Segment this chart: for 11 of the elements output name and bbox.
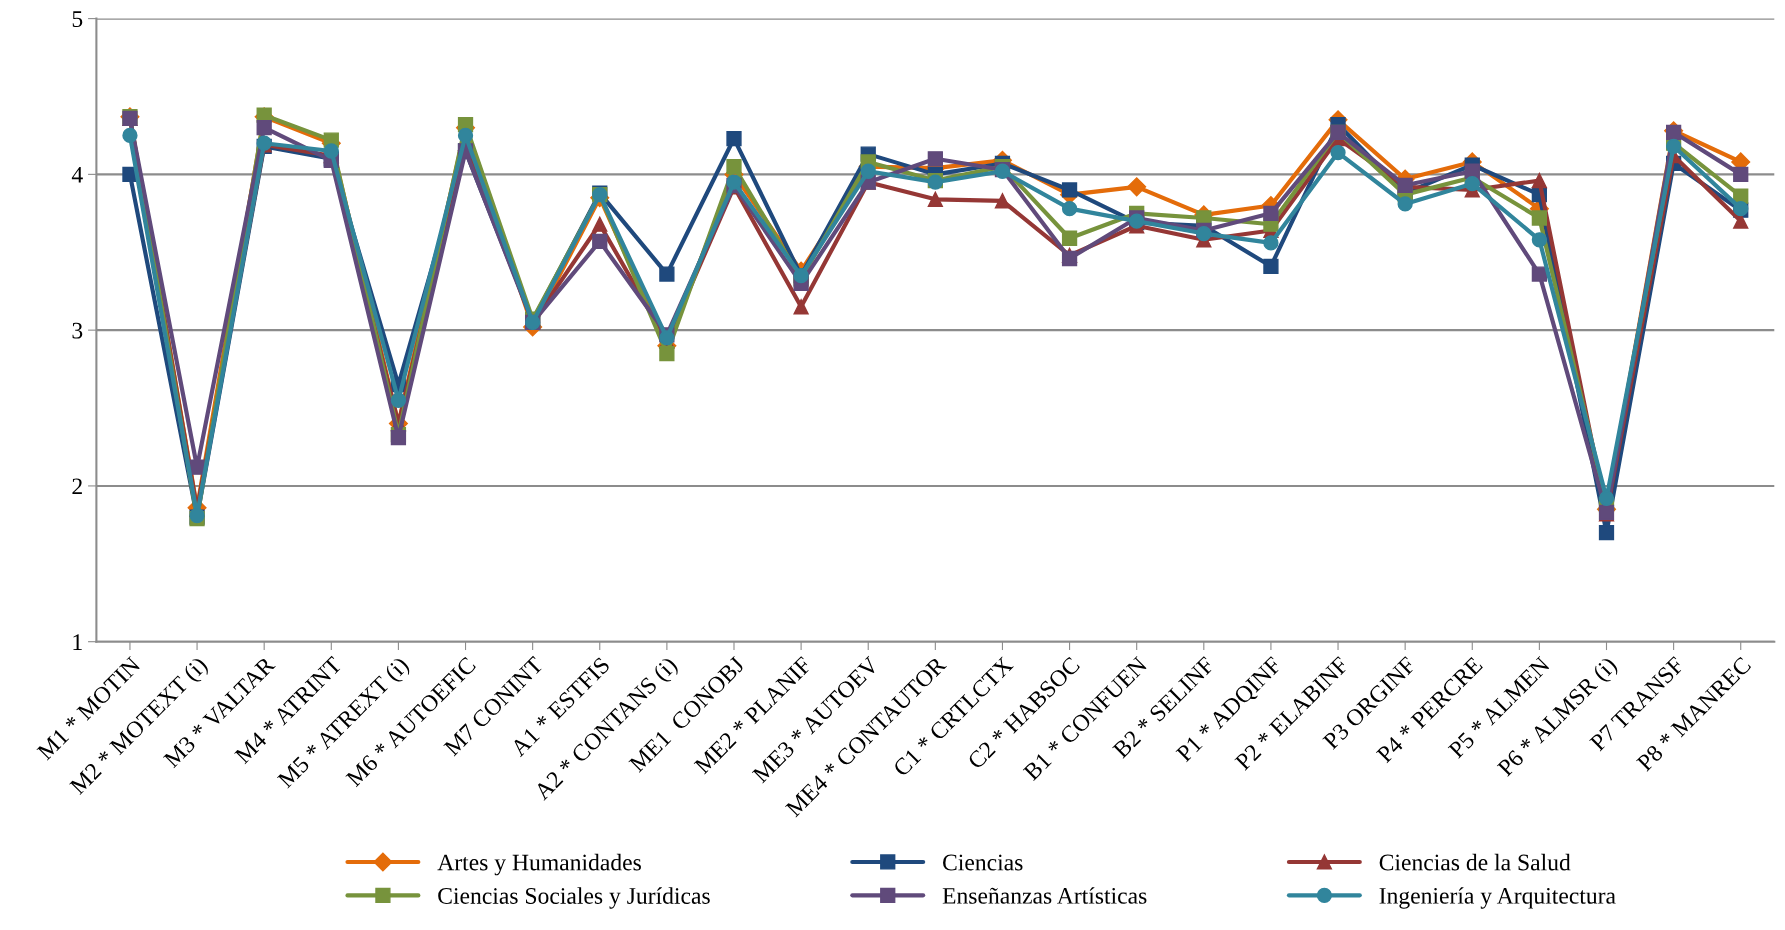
legend-label: Artes y Humanidades [437, 853, 641, 876]
legend-label: Enseñanzas Artísticas [942, 887, 1147, 904]
legend-label: Ciencias [943, 854, 1023, 871]
y-tick-label: 5 [72, 11, 83, 28]
y-tick-label: 2 [72, 478, 82, 495]
legend-label: Ciencias Sociales y Jurídicas [438, 887, 710, 909]
legend-label: Ingeniería y Arquitectura [1379, 887, 1616, 909]
y-tick-label: 1 [73, 634, 82, 650]
y-tick-label: 3 [72, 322, 83, 339]
legend-label: Ciencias de la Salud [1379, 853, 1571, 871]
y-tick-label: 4 [71, 167, 83, 183]
